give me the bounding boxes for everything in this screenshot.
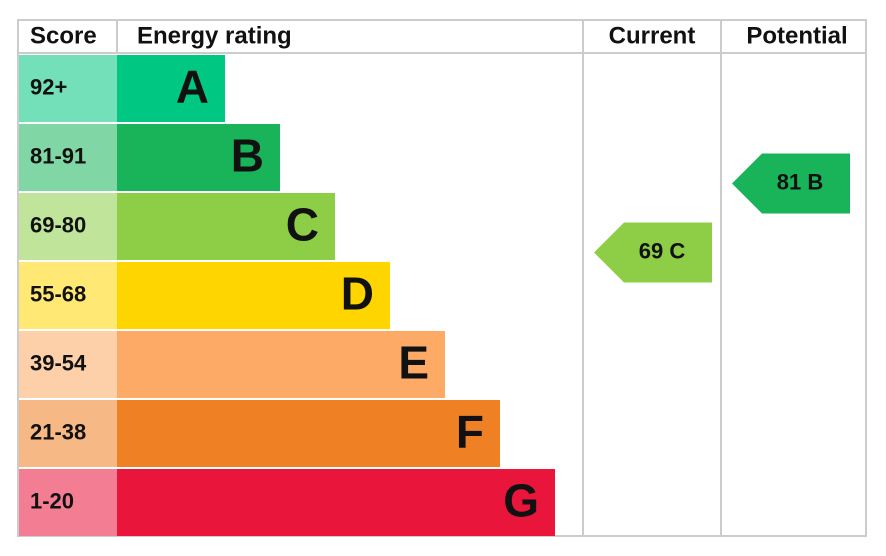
score-cell	[19, 124, 117, 191]
band-score: 55-68	[30, 281, 86, 306]
band-bar	[117, 400, 500, 467]
band-letter: C	[286, 199, 319, 251]
band-bar	[117, 262, 390, 329]
band-letter: D	[341, 268, 374, 320]
potential-arrow	[732, 153, 850, 214]
score-cell-tint	[19, 262, 117, 329]
score-cell	[19, 55, 117, 122]
band-bar	[117, 193, 335, 260]
score-cell	[19, 469, 117, 536]
band-score: 39-54	[30, 350, 87, 375]
band-score: 92+	[30, 74, 67, 99]
band-letter: B	[231, 130, 264, 182]
potential-label: 81 B	[777, 169, 823, 194]
score-cell-tint	[19, 469, 117, 536]
band-score: 1-20	[30, 488, 74, 513]
score-cell-tint	[19, 193, 117, 260]
score-cell	[19, 262, 117, 329]
current-label: 69 C	[639, 238, 686, 263]
band-score: 69-80	[30, 212, 86, 237]
header-current: Current	[609, 22, 696, 49]
score-cell-tint	[19, 331, 117, 398]
band-bar	[117, 55, 225, 122]
score-cell-tint	[19, 124, 117, 191]
header-potential: Potential	[746, 22, 847, 49]
band-letter: F	[456, 406, 484, 458]
band-letter: A	[176, 61, 209, 113]
current-arrow	[594, 222, 712, 283]
band-score: 81-91	[30, 143, 86, 168]
band-score: 21-38	[30, 419, 86, 444]
header-energy-rating: Energy rating	[137, 22, 292, 49]
header-score: Score	[30, 22, 97, 49]
band-bar	[117, 331, 445, 398]
score-cell	[19, 400, 117, 467]
score-cell	[19, 193, 117, 260]
band-letter: G	[503, 475, 539, 527]
score-cell-tint	[19, 400, 117, 467]
score-cell	[19, 331, 117, 398]
band-bar	[117, 124, 280, 191]
band-bar	[117, 469, 555, 536]
score-cell-tint	[19, 55, 117, 122]
band-letter: E	[398, 337, 429, 389]
